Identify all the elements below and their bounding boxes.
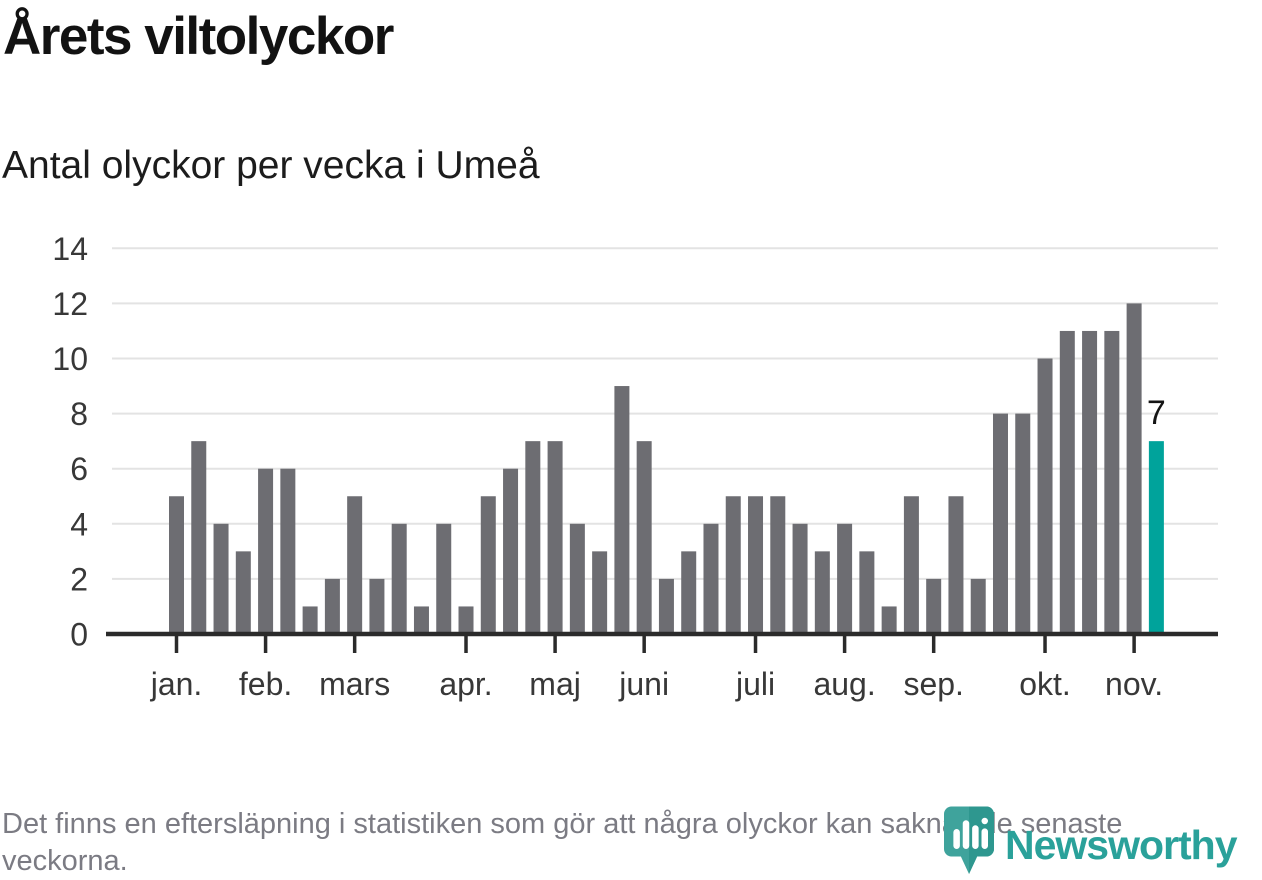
bar: [748, 496, 764, 634]
bar: [992, 413, 1008, 634]
logo-mini-bar: [972, 825, 979, 849]
bar: [347, 496, 363, 634]
bar: [703, 523, 719, 634]
bar: [480, 496, 496, 634]
bar: [1104, 330, 1120, 634]
bar: [525, 441, 541, 634]
y-tick-label: 0: [70, 617, 88, 653]
bar: [436, 523, 452, 634]
bar: [903, 496, 919, 634]
bar: [280, 468, 296, 634]
month-label: feb.: [239, 666, 292, 702]
bar: [391, 523, 407, 634]
bar: [369, 578, 385, 634]
bar: [792, 523, 808, 634]
y-tick-label: 12: [52, 286, 88, 322]
chart-title: Årets viltolyckor: [3, 7, 394, 66]
month-label: mars: [319, 666, 390, 702]
bar: [814, 551, 830, 634]
bar: [213, 523, 229, 634]
bar-chart: 0 2 4 6 8 10 12 14 jan. feb. mars apr. maj juni juli au…: [52, 231, 1218, 702]
newsworthy-wordmark: Newsworthy: [1005, 822, 1237, 868]
bar: [1059, 330, 1075, 634]
bar: [725, 496, 741, 634]
chart-footnote: Det finns en eftersläpning i statistiken…: [2, 808, 1123, 877]
logo-mini-bar: [953, 829, 960, 849]
bar: [636, 441, 652, 634]
bar: [881, 606, 897, 634]
bar: [547, 441, 563, 634]
month-label: juli: [735, 666, 775, 702]
bar: [770, 496, 786, 634]
logo-mini-bar: [962, 820, 970, 849]
logo-exclamation-bar: [981, 828, 988, 849]
month-label: aug.: [813, 666, 875, 702]
bar: [658, 578, 674, 634]
bar: [413, 606, 429, 634]
bar: [191, 441, 207, 634]
month-label: nov.: [1105, 666, 1163, 702]
month-label: jan.: [150, 666, 203, 702]
newsworthy-bubble-chart-icon: [944, 806, 994, 874]
bar: [592, 551, 608, 634]
highlighted-bar: [1148, 441, 1164, 634]
chart-subtitle: Antal olyckor per vecka i Umeå: [2, 144, 540, 187]
bar: [258, 468, 274, 634]
bar: [1082, 330, 1098, 634]
month-label: okt.: [1019, 666, 1071, 702]
bar: [458, 606, 474, 634]
bar: [859, 551, 875, 634]
y-tick-label: 8: [70, 396, 88, 432]
bar: [970, 578, 986, 634]
y-tick-label: 4: [70, 506, 88, 542]
y-tick-label: 10: [52, 341, 88, 377]
month-label: sep.: [903, 666, 963, 702]
y-tick-label: 14: [52, 231, 88, 267]
bar: [1126, 303, 1142, 634]
bar: [926, 578, 942, 634]
y-tick-label: 2: [70, 561, 88, 597]
bar: [837, 523, 853, 634]
y-tick-label: 6: [70, 451, 88, 487]
bar: [324, 578, 340, 634]
month-label: apr.: [439, 666, 492, 702]
logo-exclamation-dot: [981, 817, 988, 825]
bar: [503, 468, 519, 634]
bar: [1015, 413, 1031, 634]
bar: [948, 496, 964, 634]
bar: [169, 496, 184, 634]
bar: [681, 551, 697, 634]
bar-value-label: 7: [1147, 394, 1166, 432]
bar: [235, 551, 251, 634]
bar: [614, 386, 630, 634]
month-label: maj: [529, 666, 581, 702]
bar: [569, 523, 585, 634]
month-label: juni: [618, 666, 669, 702]
newsworthy-logo: Newsworthy: [944, 805, 1237, 878]
bar: [302, 606, 318, 634]
bar: [1037, 358, 1053, 634]
